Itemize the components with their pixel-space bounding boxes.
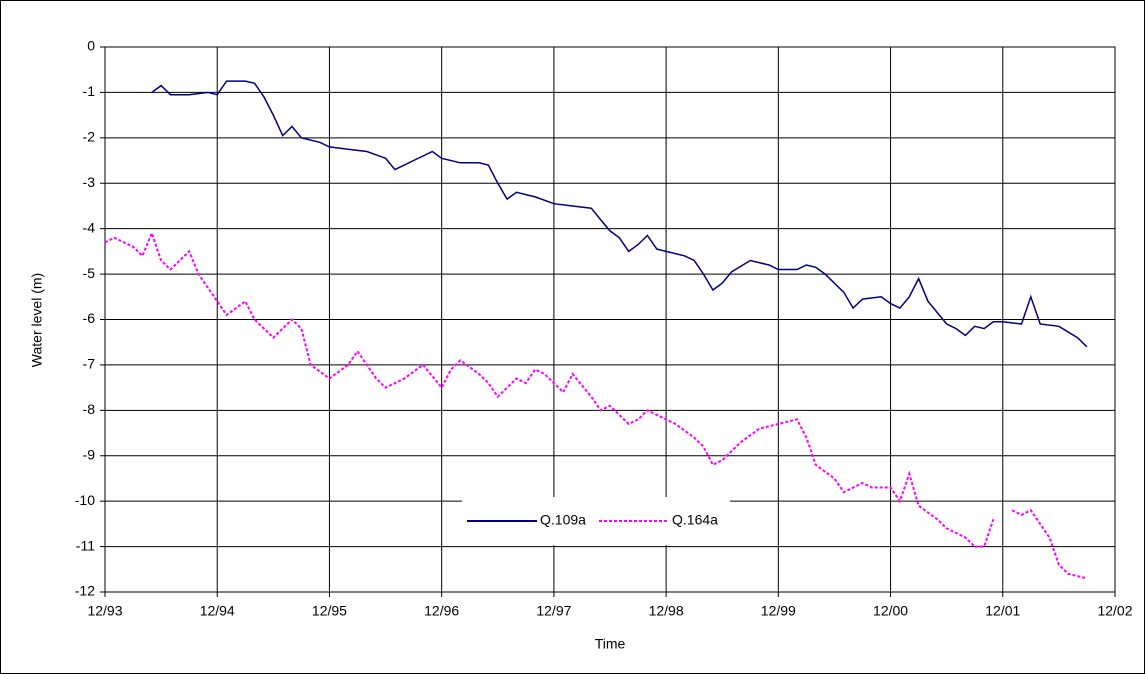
x-tick-label: 12/00 [873,603,908,619]
x-tick-label: 12/93 [87,603,122,619]
legend-label: Q.109a [540,512,586,528]
plot-frame [104,46,1116,593]
legend-label: Q.164a [672,512,718,528]
y-tick-label: -2 [83,129,96,145]
x-tick-label: 12/97 [536,603,571,619]
x-axis-label: Time [595,636,626,652]
x-tick-label: 12/94 [200,603,235,619]
y-tick-label: -6 [83,310,96,326]
y-tick-label: -9 [83,446,96,462]
y-tick-label: 0 [87,38,95,54]
y-tick-label: -11 [76,537,95,553]
y-tick-label: -12 [75,583,95,599]
y-tick-label: -10 [75,492,95,508]
y-axis-label: Water level (m) [29,273,45,367]
y-tick-label: -8 [83,401,96,417]
y-tick-label: -1 [83,83,96,99]
x-tick-label: 12/01 [985,603,1020,619]
series-line [104,230,1088,580]
series-line [151,80,1088,348]
x-tick-label: 12/95 [312,603,347,619]
y-tick-label: -5 [83,265,96,281]
x-tick-label: 12/99 [761,603,796,619]
y-tick-label: -3 [83,174,96,190]
x-tick-label: 12/98 [649,603,684,619]
y-tick-label: -7 [83,356,96,372]
x-tick-label: 12/02 [1097,603,1132,619]
x-tick-label: 12/96 [424,603,459,619]
y-tick-label: -4 [83,219,96,235]
